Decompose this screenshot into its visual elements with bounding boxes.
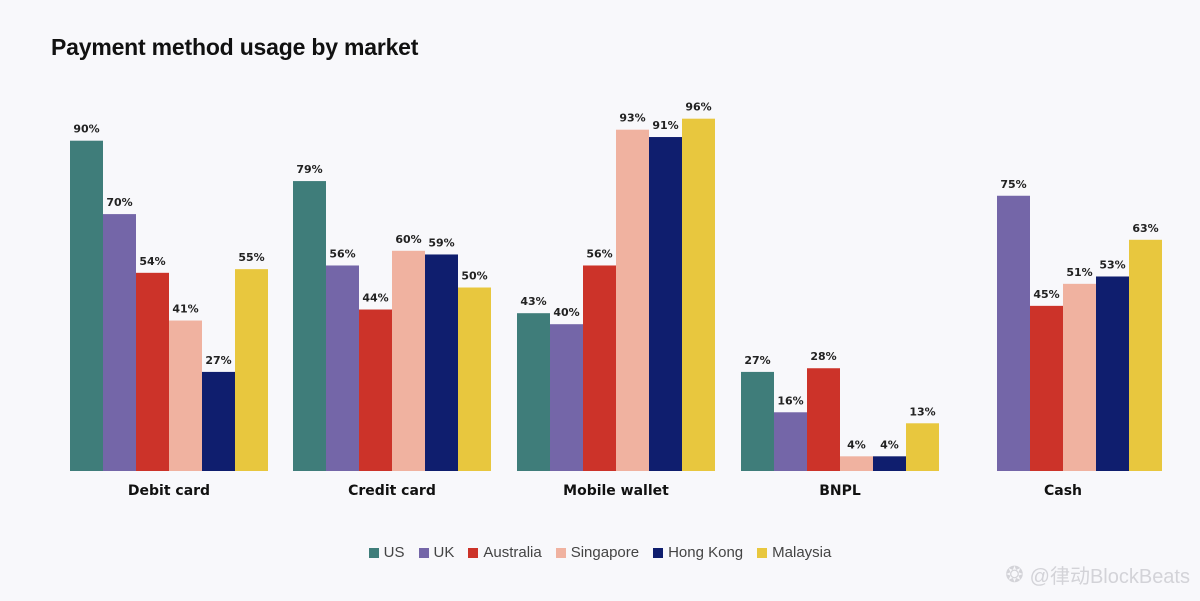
data-label-cash-hong-kong: 53% — [1099, 258, 1125, 271]
legend-swatch-uk — [418, 547, 429, 558]
data-label-credit-card-singapore: 60% — [395, 233, 421, 246]
legend-swatch-us — [368, 547, 379, 558]
data-label-bnpl-uk: 16% — [777, 394, 803, 407]
category-label-cash: Cash — [1044, 483, 1082, 499]
data-label-debit-card-singapore: 41% — [172, 303, 198, 316]
bar-bnpl-uk — [774, 412, 807, 471]
bar-debit-card-singapore — [169, 320, 202, 471]
category-label-debit-card: Debit card — [128, 483, 210, 499]
bar-cash-singapore — [1063, 283, 1096, 471]
bar-credit-card-hong-kong — [425, 254, 458, 471]
legend-item-malaysia: Malaysia — [757, 544, 831, 561]
bar-debit-card-hong-kong — [202, 371, 235, 471]
data-label-cash-malaysia: 63% — [1132, 222, 1158, 235]
data-label-credit-card-hong-kong: 59% — [428, 236, 454, 249]
data-label-debit-card-australia: 54% — [139, 255, 165, 268]
data-label-credit-card-us: 79% — [296, 163, 322, 176]
category-label-mobile-wallet: Mobile wallet — [563, 483, 669, 499]
data-label-bnpl-hong-kong: 4% — [880, 438, 899, 451]
bar-bnpl-hong-kong — [873, 456, 906, 471]
bar-credit-card-malaysia — [458, 287, 491, 471]
bar-bnpl-us — [741, 371, 774, 471]
bar-mobile-wallet-hong-kong — [649, 137, 682, 471]
legend-swatch-hong-kong — [653, 547, 664, 558]
bar-cash-malaysia — [1129, 239, 1162, 471]
legend-item-hong-kong: Hong Kong — [653, 544, 743, 561]
data-label-credit-card-uk: 56% — [329, 247, 355, 260]
bar-mobile-wallet-us — [517, 313, 550, 471]
bar-cash-uk — [997, 195, 1030, 471]
data-label-credit-card-australia: 44% — [362, 292, 388, 305]
data-label-bnpl-australia: 28% — [810, 350, 836, 363]
blockbeats-logo-icon: ❂ — [1005, 561, 1024, 587]
data-label-mobile-wallet-malaysia: 96% — [685, 101, 711, 114]
legend-label-australia: Australia — [483, 544, 542, 561]
legend-swatch-malaysia — [757, 547, 768, 558]
legend-label-us: US — [383, 544, 405, 561]
bar-debit-card-us — [70, 140, 103, 471]
bar-credit-card-us — [293, 181, 326, 471]
data-label-mobile-wallet-singapore: 93% — [619, 112, 645, 125]
data-label-bnpl-singapore: 4% — [847, 438, 866, 451]
category-label-credit-card: Credit card — [348, 483, 436, 499]
bar-mobile-wallet-singapore — [616, 129, 649, 471]
data-label-debit-card-malaysia: 55% — [238, 251, 264, 264]
data-label-debit-card-uk: 70% — [106, 196, 132, 209]
legend-swatch-australia — [468, 547, 479, 558]
legend-item-uk: UK — [418, 544, 455, 561]
bar-cash-hong-kong — [1096, 276, 1129, 471]
bar-mobile-wallet-malaysia — [682, 118, 715, 472]
bar-cash-australia — [1030, 305, 1063, 471]
data-label-cash-singapore: 51% — [1066, 266, 1092, 279]
data-label-mobile-wallet-australia: 56% — [586, 247, 612, 260]
bar-debit-card-uk — [103, 214, 136, 471]
legend-label-uk: UK — [433, 544, 455, 561]
data-label-debit-card-us: 90% — [73, 123, 99, 136]
bar-credit-card-singapore — [392, 250, 425, 471]
legend-label-malaysia: Malaysia — [772, 544, 832, 561]
data-label-mobile-wallet-hong-kong: 91% — [652, 119, 678, 132]
chart-title: Payment method usage by market — [51, 34, 419, 60]
legend-label-singapore: Singapore — [570, 544, 640, 561]
legend-swatch-singapore — [555, 547, 566, 558]
bar-credit-card-uk — [326, 265, 359, 471]
legend-item-singapore: Singapore — [555, 544, 640, 561]
bar-bnpl-malaysia — [906, 423, 939, 471]
bar-debit-card-australia — [136, 272, 169, 471]
data-label-bnpl-us: 27% — [744, 354, 770, 367]
data-label-cash-uk: 75% — [1000, 178, 1026, 191]
bar-credit-card-australia — [359, 309, 392, 471]
bar-bnpl-australia — [807, 368, 840, 471]
category-label-bnpl: BNPL — [819, 483, 861, 499]
watermark: ❂ @律动BlockBeats — [1005, 560, 1190, 589]
legend: US UK Australia Singapore Hong Kong Malaysia — [0, 544, 1200, 561]
legend-item-us: US — [368, 544, 405, 561]
data-label-credit-card-malaysia: 50% — [461, 270, 487, 283]
legend-label-hong-kong: Hong Kong — [668, 544, 744, 561]
bar-bnpl-singapore — [840, 456, 873, 471]
legend-item-australia: Australia — [468, 544, 542, 561]
bar-debit-card-malaysia — [235, 269, 268, 471]
data-label-cash-australia: 45% — [1033, 288, 1059, 301]
data-label-mobile-wallet-uk: 40% — [553, 306, 579, 319]
data-label-bnpl-malaysia: 13% — [909, 405, 935, 418]
data-label-debit-card-hong-kong: 27% — [205, 354, 231, 367]
bar-mobile-wallet-uk — [550, 324, 583, 471]
bar-mobile-wallet-australia — [583, 265, 616, 471]
watermark-text: @律动BlockBeats — [1029, 566, 1190, 588]
data-label-mobile-wallet-us: 43% — [520, 295, 546, 308]
